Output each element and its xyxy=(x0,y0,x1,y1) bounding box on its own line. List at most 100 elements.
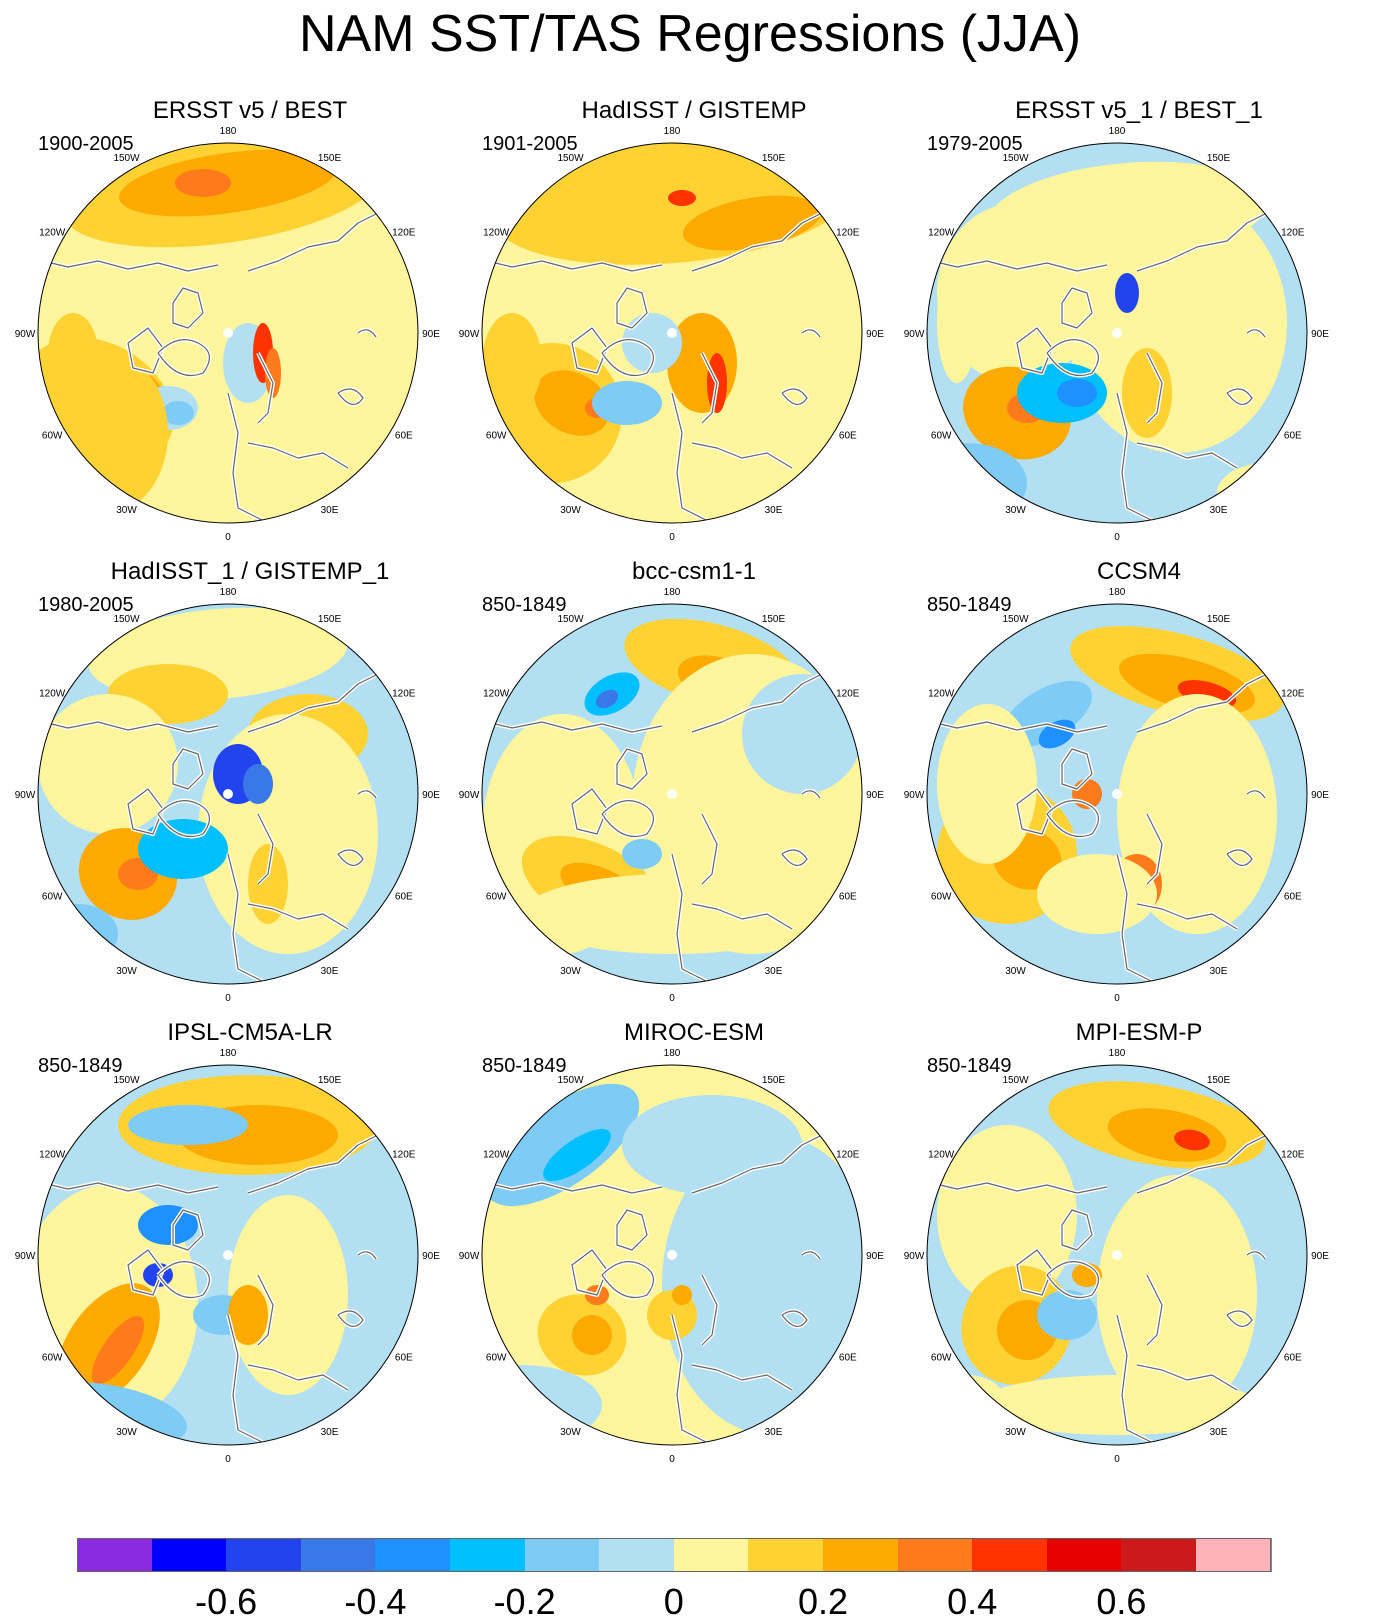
regression-field-patch xyxy=(1057,379,1097,407)
coastline xyxy=(616,287,648,329)
regression-field-patch xyxy=(595,689,619,709)
coastline xyxy=(931,1182,1108,1194)
coastline xyxy=(781,388,808,405)
longitude-label: 60W xyxy=(486,431,507,442)
map-panel: bcc-csm1-1 180 150E 120E 90E 60E 30E 0 30W 60W 90W… xyxy=(459,557,924,1033)
pole-mask xyxy=(1112,1250,1122,1260)
polar-map: 180 150E 120E 90E 60E 30E 0 30W 60W 90W 120W 150W xyxy=(459,1048,885,1465)
longitude-label: 30E xyxy=(321,966,339,977)
coastline xyxy=(1061,287,1093,329)
coastline xyxy=(257,1274,274,1346)
longitude-label: 60W xyxy=(931,892,952,903)
longitude-label: 120E xyxy=(392,689,416,700)
longitude-label: 120W xyxy=(39,689,66,700)
longitude-label: 150E xyxy=(318,153,342,164)
colorbar-swatch xyxy=(823,1538,900,1572)
regression-field-patch xyxy=(91,1316,145,1384)
map-border xyxy=(37,603,419,985)
panel-period: 850-1849 xyxy=(482,594,567,616)
regression-field-patch xyxy=(1097,1175,1257,1415)
longitude-label: 90W xyxy=(15,1251,36,1262)
longitude-label: 150W xyxy=(557,1075,584,1086)
regression-field-patch xyxy=(534,370,610,436)
panel-period: 850-1849 xyxy=(38,1055,123,1077)
pole-mask xyxy=(1112,328,1122,338)
longitude-label: 90E xyxy=(1311,329,1329,340)
regression-field-patch xyxy=(484,1083,640,1207)
colorbar-label: -0.6 xyxy=(195,1581,258,1622)
map-border xyxy=(37,142,419,524)
regression-field-patch xyxy=(937,203,1097,383)
colorbar-swatch xyxy=(1046,1538,1123,1572)
coastline xyxy=(157,800,210,838)
longitude-label: 150E xyxy=(318,1075,342,1086)
colorbar-label: -0.2 xyxy=(493,1581,556,1622)
coastline xyxy=(1016,788,1053,835)
coastline xyxy=(616,748,648,790)
map-panel: HadISST_1 / GISTEMP_1 180 150E 120E 90E 60E 30… xyxy=(15,557,480,1033)
longitude-label: 90E xyxy=(422,329,440,340)
longitude-label: 90E xyxy=(866,1251,884,1262)
map-border xyxy=(481,603,863,985)
longitude-label: 120W xyxy=(483,689,510,700)
colorbar-swatch xyxy=(375,1538,452,1572)
regression-field-patch xyxy=(1122,348,1172,438)
coastline xyxy=(157,339,210,377)
pole-mask xyxy=(223,1250,233,1260)
longitude-label: 120W xyxy=(928,1150,955,1161)
coastline xyxy=(1016,327,1053,374)
longitude-label: 30W xyxy=(116,1427,137,1438)
coastline xyxy=(172,1209,204,1251)
regression-field-patch xyxy=(662,1135,862,1435)
coastline xyxy=(337,849,364,866)
longitude-label: 90E xyxy=(1311,1251,1329,1262)
coastline xyxy=(357,790,377,799)
regression-field-patch xyxy=(1174,1129,1210,1151)
coastline xyxy=(1226,388,1253,405)
coastline xyxy=(357,1251,377,1260)
coastline xyxy=(1116,853,1158,984)
coastline xyxy=(1116,392,1158,523)
regression-field-patch xyxy=(937,263,977,383)
map-panel: MIROC-ESM 180 150E 120E 90E 60E 30E 0 30W 60W 90W 1… xyxy=(459,1018,924,1494)
coastline xyxy=(1061,748,1093,790)
pole-mask xyxy=(223,328,233,338)
colorbar-label: 0.2 xyxy=(797,1581,849,1622)
coastline xyxy=(781,1310,808,1327)
coastline xyxy=(486,260,663,272)
regression-field-patch xyxy=(482,313,542,413)
longitude-label: 30E xyxy=(321,1427,339,1438)
regression-field-patch xyxy=(1217,463,1307,523)
longitude-label: 150W xyxy=(557,153,584,164)
map-border xyxy=(37,1064,419,1446)
regression-field-patch xyxy=(543,1128,611,1182)
panel-period: 1979-2005 xyxy=(927,133,1023,155)
regression-field-patch xyxy=(572,1315,612,1355)
longitude-label: 30W xyxy=(560,1427,581,1438)
regression-field-patch xyxy=(522,874,822,954)
regression-field-patch xyxy=(1037,1290,1097,1340)
longitude-label: 0 xyxy=(669,532,675,543)
panel-title: HadISST / GISTEMP xyxy=(581,97,807,124)
longitude-label: 180 xyxy=(1109,126,1126,137)
longitude-label: 30W xyxy=(116,505,137,516)
longitude-label: 60W xyxy=(42,1353,63,1364)
coastline xyxy=(1116,1314,1158,1445)
coastline xyxy=(1246,329,1266,338)
longitude-label: 60E xyxy=(1284,431,1302,442)
longitude-label: 30E xyxy=(765,1427,783,1438)
longitude-label: 60E xyxy=(839,431,857,442)
regression-field-patch xyxy=(1037,854,1157,934)
regression-field-patch xyxy=(622,313,682,373)
coastline xyxy=(172,287,204,329)
longitude-label: 120E xyxy=(1281,1150,1305,1161)
colorbar-label: 0.6 xyxy=(1096,1581,1147,1622)
colorbar-label: 0 xyxy=(663,1581,684,1622)
coastline xyxy=(801,790,821,799)
longitude-label: 120W xyxy=(483,1150,510,1161)
longitude-label: 180 xyxy=(1109,1048,1126,1059)
panel-period: 850-1849 xyxy=(927,594,1012,616)
longitude-label: 150E xyxy=(762,614,786,625)
map-border xyxy=(926,142,1308,524)
coastline xyxy=(247,903,349,930)
